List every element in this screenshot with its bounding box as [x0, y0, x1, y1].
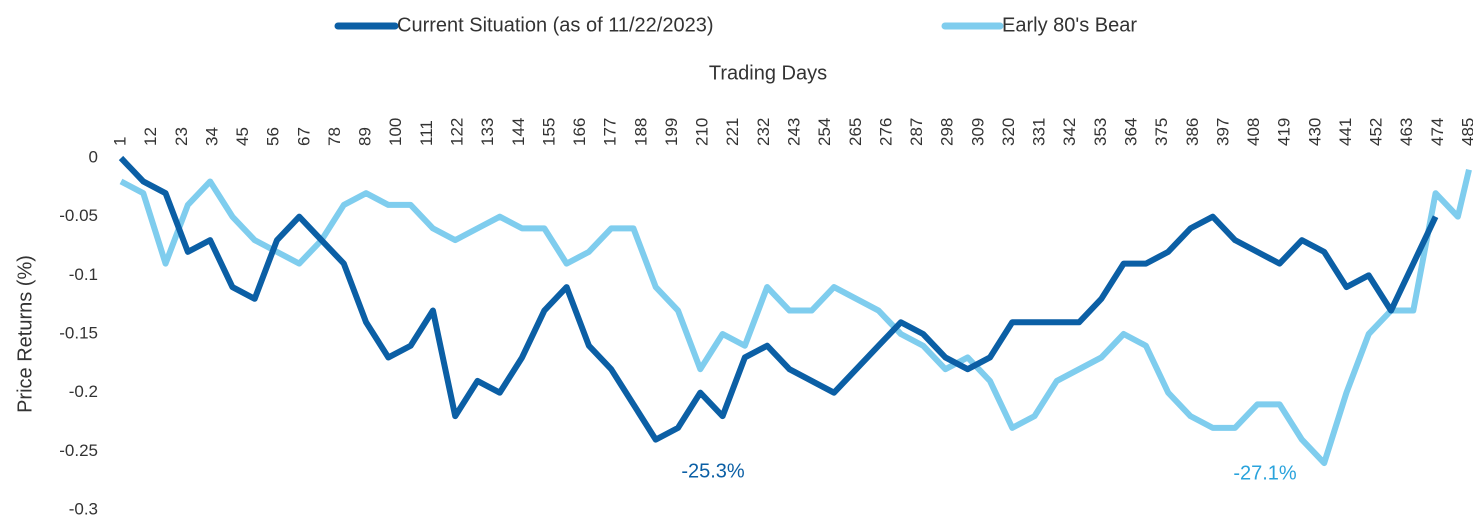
annotation: -27.1%: [1233, 462, 1297, 484]
x-tick-label: 430: [1305, 118, 1324, 146]
x-tick-label: 78: [325, 127, 344, 146]
y-tick-label: -0.05: [59, 206, 98, 225]
y-tick-label: 0: [89, 147, 98, 166]
x-tick-label: 441: [1336, 118, 1355, 146]
annotation: -25.3%: [681, 460, 745, 482]
x-tick-label: 199: [662, 118, 681, 146]
y-tick-label: -0.2: [69, 382, 98, 401]
x-tick-label: 276: [876, 118, 895, 146]
x-tick-label: 144: [509, 118, 528, 146]
y-tick-label: -0.25: [59, 441, 98, 460]
x-tick-label: 122: [447, 118, 466, 146]
x-tick-label: 320: [999, 118, 1018, 146]
legend-label: Current Situation (as of 11/22/2023): [397, 14, 713, 36]
x-tick-label: 111: [417, 120, 436, 146]
x-tick-label: 309: [968, 118, 987, 146]
x-tick-label: 232: [754, 118, 773, 146]
x-tick-label: 375: [1152, 118, 1171, 146]
x-tick-label: 1: [110, 137, 129, 146]
x-tick-label: 34: [202, 127, 221, 146]
x-tick-label: 45: [233, 127, 252, 146]
x-tick-label: 452: [1367, 118, 1386, 146]
y-axis-label: Price Returns (%): [14, 255, 36, 413]
x-tick-label: 364: [1121, 118, 1140, 146]
x-tick-label: 463: [1397, 118, 1416, 146]
x-tick-label: 353: [1091, 118, 1110, 146]
y-tick-label: -0.15: [59, 323, 98, 342]
series-line: [118, 155, 1439, 443]
x-tick-label: 397: [1213, 118, 1232, 146]
x-tick-label: 331: [1030, 118, 1049, 146]
x-tick-label: 221: [723, 118, 742, 146]
legend-label: Early 80's Bear: [1002, 14, 1137, 36]
x-tick-label: 419: [1275, 118, 1294, 146]
y-tick-label: -0.3: [69, 499, 98, 515]
x-tick-label: 298: [938, 118, 957, 146]
x-tick-label: 67: [294, 127, 313, 146]
x-tick-label: 254: [815, 118, 834, 146]
x-tick-label: 188: [631, 118, 650, 146]
x-tick-label: 408: [1244, 118, 1263, 146]
x-tick-label: 12: [141, 127, 160, 146]
x-tick-label: 133: [478, 118, 497, 146]
x-tick-label: 166: [570, 118, 589, 146]
x-tick-label: 265: [846, 118, 865, 146]
x-tick-label: 56: [264, 127, 283, 146]
series-line: [119, 169, 1472, 467]
x-tick-label: 177: [601, 118, 620, 146]
x-tick-label: 100: [386, 118, 405, 146]
x-tick-label: 474: [1428, 118, 1447, 146]
x-tick-label: 23: [172, 127, 191, 146]
x-tick-label: 287: [907, 118, 926, 146]
x-axis-label: Trading Days: [709, 62, 827, 84]
x-tick-label: 243: [784, 118, 803, 146]
x-tick-label: 342: [1060, 118, 1079, 146]
x-tick-label: 386: [1183, 118, 1202, 146]
x-tick-label: 210: [693, 118, 712, 146]
x-tick-label: 89: [356, 127, 375, 146]
y-tick-label: -0.1: [69, 265, 98, 284]
x-tick-label: 155: [539, 118, 558, 146]
x-tick-label: 485: [1458, 118, 1473, 146]
